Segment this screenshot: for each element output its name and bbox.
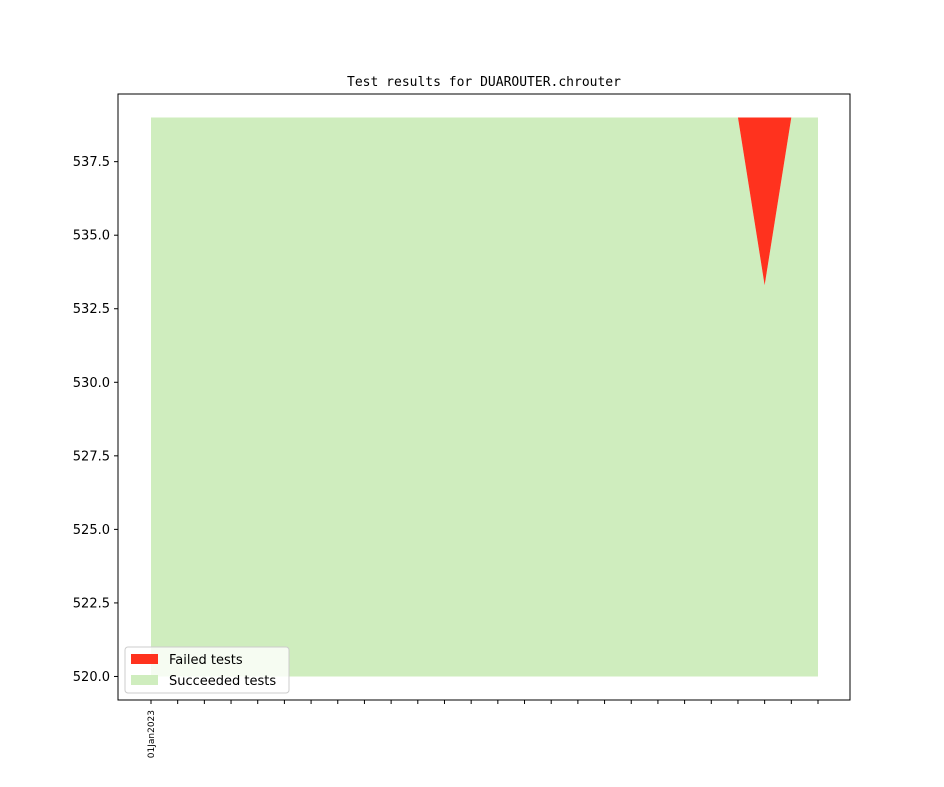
plot-frame [117,93,851,701]
succeeded-tests-area [151,117,818,677]
x-tick-label: 01Jan2023 [147,710,157,758]
legend-swatch [131,675,158,685]
y-tick-label: 530.0 [73,376,110,391]
failed-tests-area [151,117,818,286]
y-tick-label: 525.0 [73,523,110,538]
legend-box [124,646,290,694]
y-tick-label: 520.0 [73,670,110,685]
legend: Failed tests Succeeded tests [124,646,290,694]
plot-area [151,117,818,677]
y-tick-label: 535.0 [73,229,110,244]
y-tick-label: 522.5 [73,596,110,611]
y-tick-label: 527.5 [73,449,110,464]
legend-label: Failed tests [169,653,243,668]
legend-label: Succeeded tests [169,674,276,689]
y-axis: 520.0 522.5 525.0 527.5 530.0 532.5 535.0 537.5 [73,155,118,685]
chart-title: Test results for DUAROUTER.chrouter [347,75,621,90]
legend-swatch [131,654,158,664]
y-tick-label: 532.5 [73,302,110,317]
y-tick-label: 537.5 [73,155,110,170]
x-axis: 01Jan2023 [147,700,819,758]
